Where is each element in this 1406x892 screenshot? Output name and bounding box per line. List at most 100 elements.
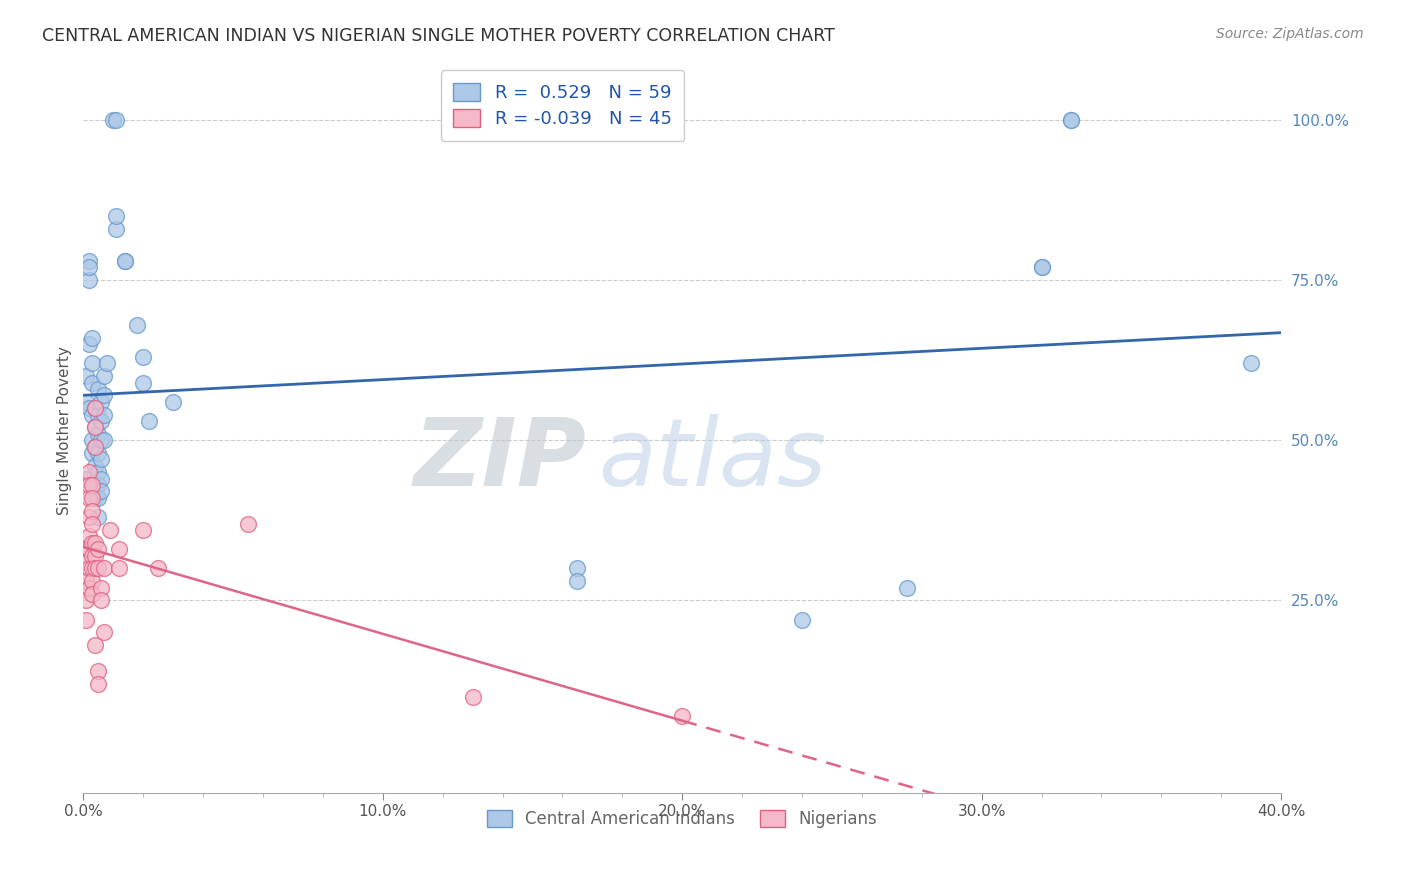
Point	[77, 465, 100, 479]
Text: ZIP: ZIP	[413, 414, 586, 506]
Point	[75, 574, 97, 589]
Point	[1031, 260, 1053, 275]
Point	[132, 350, 155, 364]
Point	[87, 542, 110, 557]
Point	[84, 401, 107, 416]
Point	[93, 625, 115, 640]
Point	[671, 708, 693, 723]
Point	[132, 523, 155, 537]
Point	[790, 613, 813, 627]
Point	[87, 382, 110, 396]
Point	[77, 491, 100, 505]
Point	[75, 394, 97, 409]
Point	[75, 555, 97, 569]
Point	[84, 535, 107, 549]
Point	[82, 446, 104, 460]
Point	[87, 426, 110, 441]
Point	[87, 676, 110, 690]
Point	[90, 472, 112, 486]
Point	[93, 561, 115, 575]
Point	[82, 587, 104, 601]
Point	[132, 376, 155, 390]
Point	[114, 253, 136, 268]
Point	[75, 542, 97, 557]
Point	[90, 581, 112, 595]
Point	[84, 491, 107, 505]
Point	[82, 433, 104, 447]
Point	[87, 491, 110, 505]
Point	[87, 446, 110, 460]
Point	[1031, 260, 1053, 275]
Point	[84, 638, 107, 652]
Point	[82, 549, 104, 563]
Point	[87, 408, 110, 422]
Point	[146, 561, 169, 575]
Point	[84, 401, 107, 416]
Point	[77, 273, 100, 287]
Point	[90, 433, 112, 447]
Point	[84, 440, 107, 454]
Point	[77, 478, 100, 492]
Point	[75, 613, 97, 627]
Point	[567, 561, 589, 575]
Point	[103, 112, 125, 127]
Point	[77, 401, 100, 416]
Point	[82, 535, 104, 549]
Point	[84, 478, 107, 492]
Point	[96, 356, 118, 370]
Text: Source: ZipAtlas.com: Source: ZipAtlas.com	[1216, 27, 1364, 41]
Point	[108, 561, 131, 575]
Point	[84, 420, 107, 434]
Point	[82, 356, 104, 370]
Point	[87, 561, 110, 575]
Point	[77, 542, 100, 557]
Point	[87, 664, 110, 678]
Point	[162, 394, 184, 409]
Point	[90, 484, 112, 499]
Point	[93, 408, 115, 422]
Point	[1060, 112, 1083, 127]
Point	[1240, 356, 1263, 370]
Point	[127, 318, 149, 332]
Text: atlas: atlas	[599, 414, 827, 505]
Point	[75, 472, 97, 486]
Point	[77, 260, 100, 275]
Point	[105, 221, 128, 235]
Point	[93, 433, 115, 447]
Point	[82, 478, 104, 492]
Point	[87, 465, 110, 479]
Point	[84, 440, 107, 454]
Point	[87, 478, 110, 492]
Point	[84, 549, 107, 563]
Point	[90, 394, 112, 409]
Point	[84, 458, 107, 473]
Point	[108, 542, 131, 557]
Point	[75, 369, 97, 384]
Point	[84, 420, 107, 434]
Point	[105, 209, 128, 223]
Point	[87, 510, 110, 524]
Point	[82, 376, 104, 390]
Point	[77, 337, 100, 351]
Point	[82, 331, 104, 345]
Point	[896, 581, 918, 595]
Point	[84, 561, 107, 575]
Legend: Central American Indians, Nigerians: Central American Indians, Nigerians	[481, 804, 884, 835]
Point	[236, 516, 259, 531]
Point	[90, 452, 112, 467]
Point	[82, 574, 104, 589]
Point	[77, 510, 100, 524]
Y-axis label: Single Mother Poverty: Single Mother Poverty	[58, 346, 72, 515]
Point	[90, 593, 112, 607]
Point	[93, 388, 115, 402]
Point	[82, 491, 104, 505]
Point	[567, 574, 589, 589]
Point	[82, 516, 104, 531]
Point	[82, 561, 104, 575]
Point	[90, 414, 112, 428]
Point	[75, 593, 97, 607]
Point	[82, 408, 104, 422]
Point	[82, 504, 104, 518]
Point	[77, 253, 100, 268]
Point	[114, 253, 136, 268]
